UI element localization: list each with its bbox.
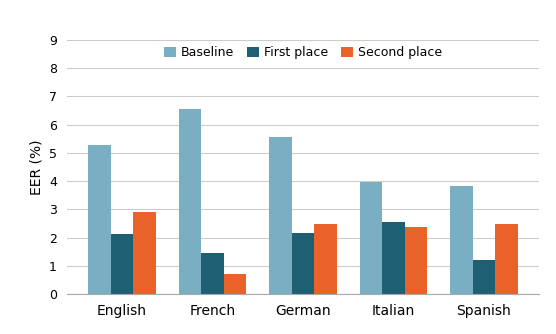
Bar bbox=[314, 224, 337, 294]
Bar bbox=[473, 260, 495, 294]
Y-axis label: EER (%): EER (%) bbox=[29, 139, 43, 195]
Bar bbox=[269, 137, 292, 294]
Bar bbox=[382, 222, 405, 294]
Bar bbox=[178, 109, 201, 294]
Bar bbox=[201, 253, 224, 294]
Bar bbox=[360, 182, 382, 294]
Bar bbox=[111, 234, 133, 294]
Bar bbox=[292, 233, 314, 294]
Bar bbox=[88, 145, 111, 294]
Bar bbox=[133, 211, 156, 294]
Bar bbox=[224, 274, 246, 294]
Bar bbox=[405, 227, 428, 294]
Bar bbox=[450, 186, 473, 294]
Legend: Baseline, First place, Second place: Baseline, First place, Second place bbox=[163, 46, 443, 59]
Bar bbox=[495, 224, 518, 294]
